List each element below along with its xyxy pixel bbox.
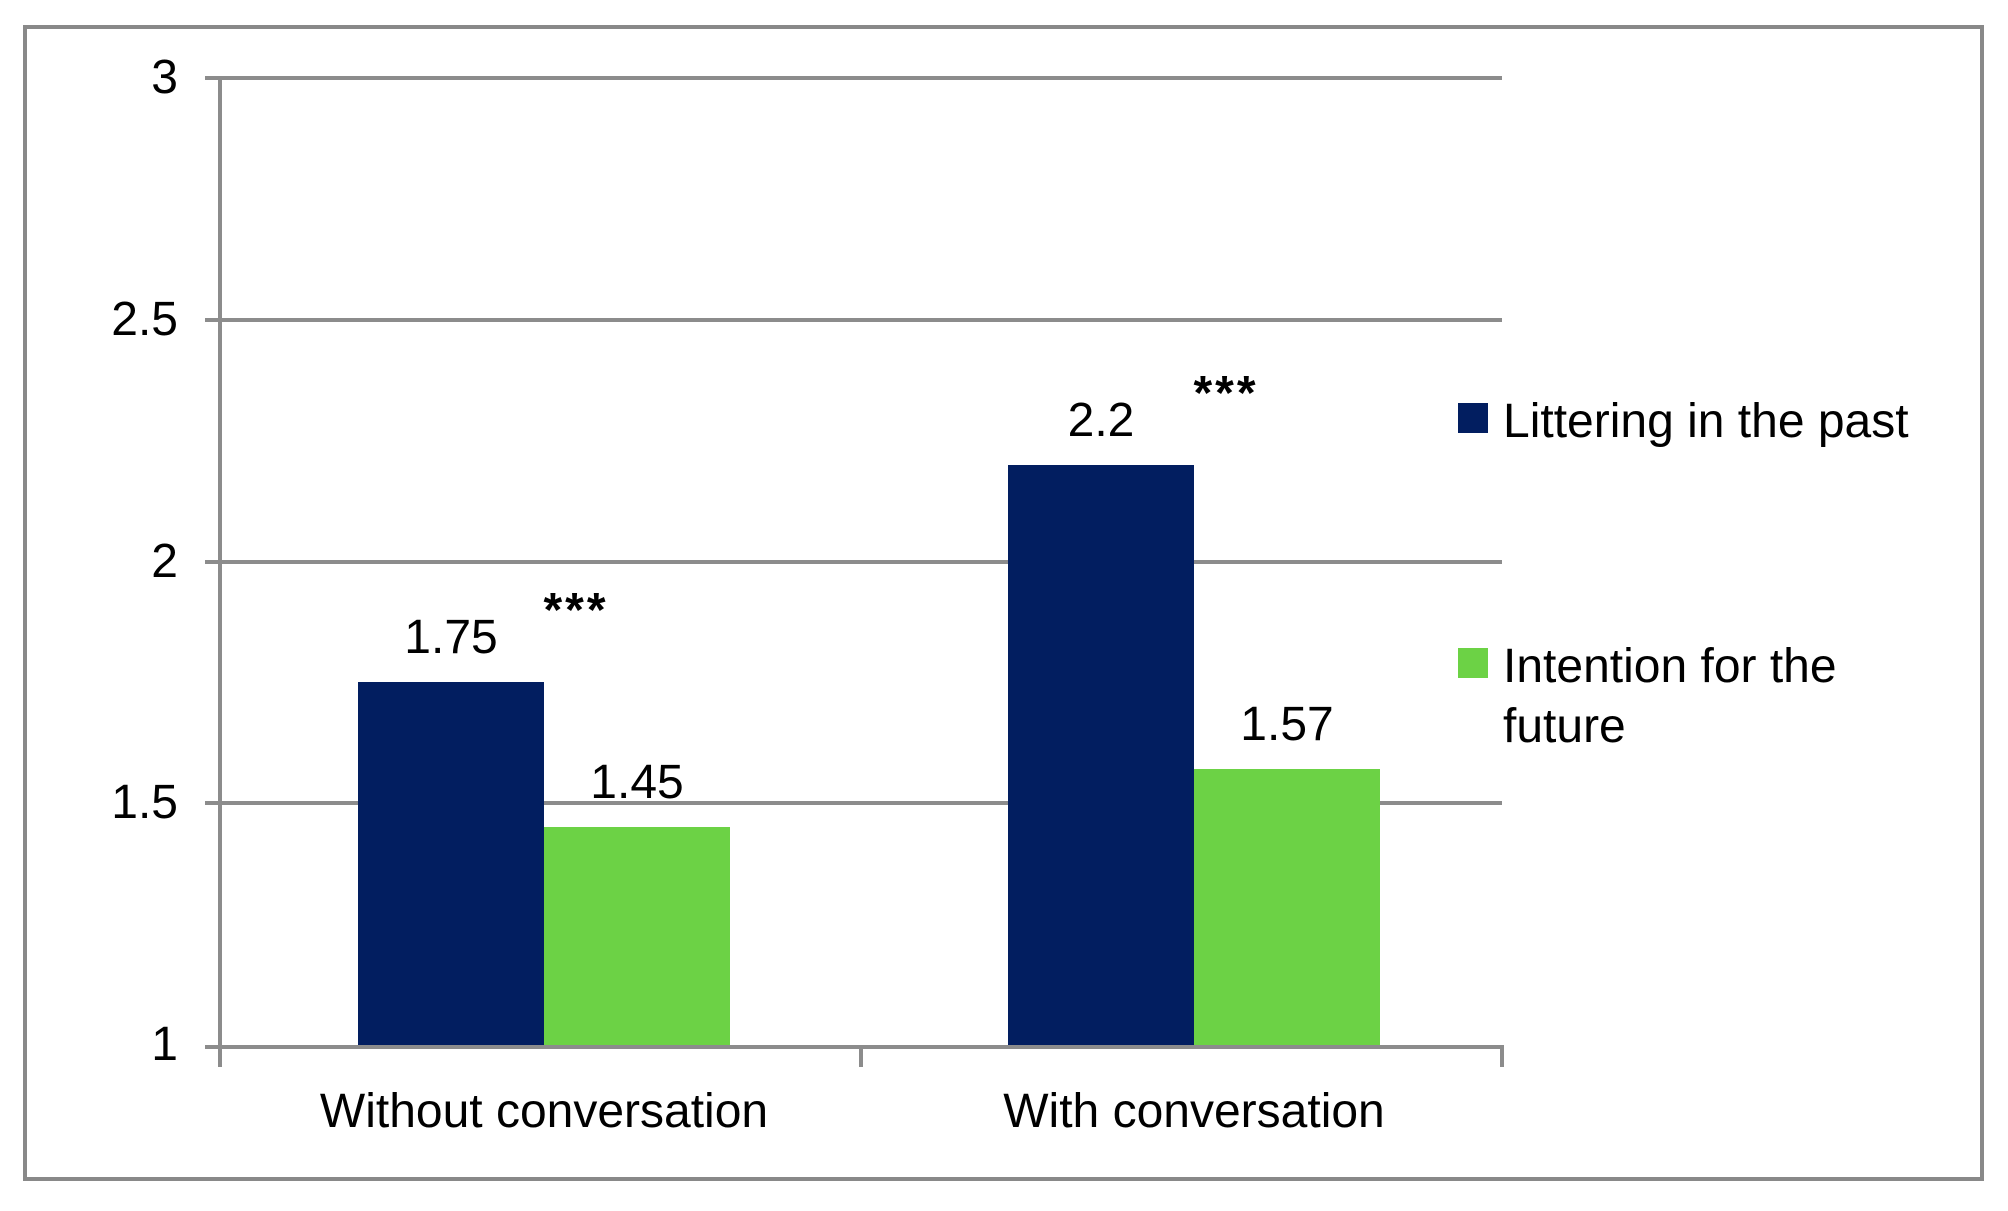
gridline bbox=[205, 318, 1502, 322]
bar-value-label: 1.57 bbox=[1240, 698, 1334, 751]
legend-item-intention: Intention for the future bbox=[1458, 637, 1853, 757]
legend-swatch-intention bbox=[1458, 648, 1488, 678]
y-axis-line bbox=[218, 78, 222, 1067]
legend-item-littering: Littering in the past bbox=[1458, 392, 1909, 452]
gridline bbox=[205, 801, 1502, 805]
y-axis-tick-label: 2 bbox=[151, 535, 178, 588]
gridline bbox=[205, 560, 1502, 564]
legend-label-littering: Littering in the past bbox=[1503, 395, 1909, 448]
x-axis-tick bbox=[859, 1045, 863, 1067]
legend-swatch-littering bbox=[1458, 403, 1488, 433]
bar-intention-1 bbox=[544, 827, 730, 1045]
bar-value-label: 2.2 bbox=[1067, 394, 1135, 447]
x-axis-line bbox=[205, 1045, 1502, 1049]
y-axis-tick-label: 1.5 bbox=[111, 776, 178, 829]
bar-littering-1 bbox=[358, 682, 544, 1045]
significance-marker: *** bbox=[543, 584, 609, 637]
x-axis-tick bbox=[1500, 1045, 1504, 1067]
chart-outer-frame bbox=[23, 25, 1984, 1181]
bar-intention-2 bbox=[1194, 769, 1380, 1045]
bar-value-label: 1.75 bbox=[404, 611, 498, 664]
bar-littering-2 bbox=[1008, 465, 1194, 1045]
legend-label-intention: Intention for the future bbox=[1503, 640, 1837, 753]
gridline bbox=[205, 76, 1502, 80]
significance-marker: *** bbox=[1193, 367, 1259, 420]
category-label: Without conversation bbox=[319, 1085, 769, 1138]
bar-value-label: 1.45 bbox=[590, 756, 684, 809]
category-label: With conversation bbox=[1003, 1085, 1385, 1138]
y-axis-tick-label: 3 bbox=[151, 51, 178, 104]
y-axis-tick-label: 2.5 bbox=[111, 293, 178, 346]
y-axis-tick-label: 1 bbox=[151, 1018, 178, 1071]
